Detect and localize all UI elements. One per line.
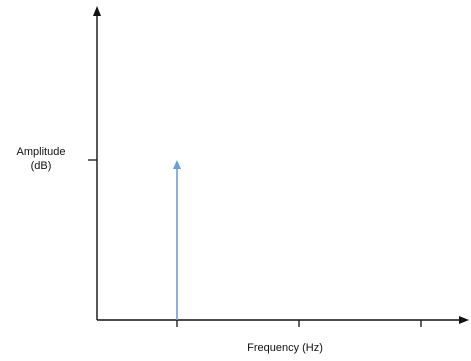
x-axis-arrowhead (459, 316, 469, 324)
x-axis-label: Frequency (Hz) (247, 342, 323, 354)
y-axis-label-line-1: Amplitude (16, 146, 66, 158)
y-axis-label-line-2: (dB) (30, 160, 52, 172)
signal-arrowhead-1 (173, 160, 181, 169)
y-axis-arrowhead (93, 6, 101, 16)
